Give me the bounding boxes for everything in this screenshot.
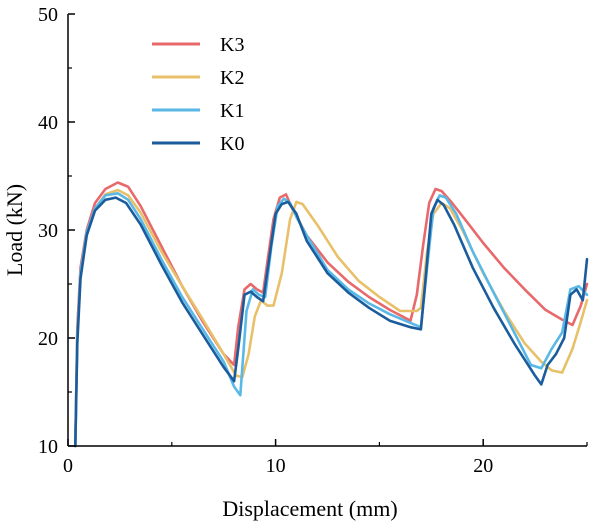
y-tick-label: 30: [38, 220, 58, 242]
x-axis-title: Displacement (mm): [222, 496, 397, 521]
x-tick-label: 0: [63, 455, 73, 477]
x-tick-label: 20: [473, 455, 493, 477]
series-line-k3: [74, 181, 589, 448]
legend-label-k1: K1: [220, 100, 244, 122]
y-tick-label: 40: [38, 112, 58, 134]
y-tick-label: 50: [38, 4, 58, 26]
series-line-k0: [74, 196, 589, 448]
legend: K3 K2 K1 K0: [152, 34, 244, 155]
legend-label-k2: K2: [220, 67, 244, 89]
plot-lines: [74, 181, 589, 448]
legend-label-k0: K0: [220, 133, 244, 155]
y-axis-title: Load (kN): [2, 184, 27, 276]
ticks: [67, 13, 588, 447]
legend-label-k3: K3: [220, 34, 244, 56]
y-tick-label: 20: [38, 328, 58, 350]
x-tick-label: 10: [266, 455, 286, 477]
y-tick-label: 10: [38, 436, 58, 458]
